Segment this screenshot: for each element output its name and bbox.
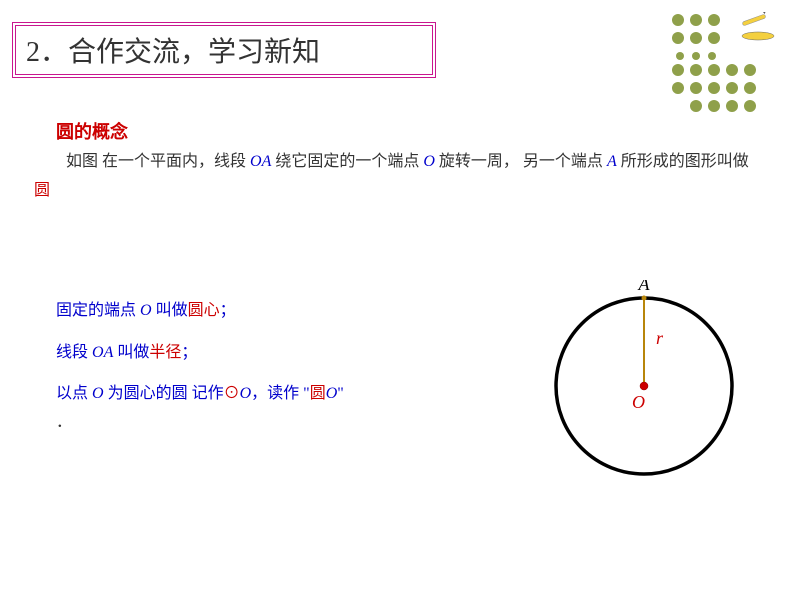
- def2-suffix: ；: [181, 344, 197, 361]
- def3-mid2: ，读作 ": [251, 385, 310, 402]
- def2-var: OA: [92, 344, 113, 361]
- def-line-3: 以点 O 为圆心的圆 记作⊙O，读作 "圆O": [56, 373, 496, 415]
- body-var-oa: OA: [250, 153, 271, 170]
- def3-var3: O: [326, 385, 338, 402]
- definition-list: 固定的端点 O 叫做圆心； 线段 OA 叫做半径； 以点 O 为圆心的圆 记作⊙…: [56, 290, 496, 431]
- def1-suffix: ；: [220, 302, 236, 319]
- point-a-dot: [642, 296, 647, 301]
- section-subtitle: 圆的概念: [56, 118, 128, 144]
- def3-prefix: 以点: [56, 385, 92, 402]
- title-box: 2．合作交流，学习新知: [12, 22, 436, 78]
- def-line-2: 线段 OA 叫做半径；: [56, 332, 496, 374]
- def3-red1: ⊙: [224, 385, 240, 402]
- def1-red: 圆心: [188, 302, 220, 319]
- def3-var1: O: [92, 385, 104, 402]
- label-a: A: [638, 280, 651, 294]
- def1-mid: 叫做: [152, 302, 188, 319]
- def1-prefix: 固定的端点: [56, 302, 140, 319]
- pencil-icon: [738, 12, 778, 42]
- body-mid1: 绕它固定的一个端点: [271, 153, 423, 170]
- label-o: O: [632, 392, 645, 412]
- period: ．: [56, 415, 496, 431]
- def3-var2: O: [240, 385, 252, 402]
- def3-mid1: 为圆心的圆 记作: [104, 385, 224, 402]
- def2-red: 半径: [149, 344, 181, 361]
- def2-prefix: 线段: [56, 344, 92, 361]
- circle-diagram: A r O: [544, 280, 754, 490]
- body-var-o: O: [423, 153, 435, 170]
- definition-paragraph: 如图 在一个平面内，线段 OA 绕它固定的一个端点 O 旋转一周， 另一个端点 …: [34, 148, 764, 206]
- def-line-1: 固定的端点 O 叫做圆心；: [56, 290, 496, 332]
- body-mid3: 所形成的图形叫做: [617, 153, 749, 170]
- label-r: r: [656, 328, 664, 348]
- body-mid2: 旋转一周， 另一个端点: [435, 153, 607, 170]
- def3-red2: 圆: [310, 385, 326, 402]
- center-dot: [640, 382, 648, 390]
- body-var-a: A: [607, 153, 617, 170]
- def1-var: O: [140, 302, 152, 319]
- body-red-circle: 圆: [34, 182, 50, 199]
- def3-suffix: ": [337, 385, 344, 402]
- page-title: 2．合作交流，学习新知: [26, 30, 320, 70]
- def2-mid: 叫做: [113, 344, 149, 361]
- body-prefix: 如图 在一个平面内，线段: [34, 153, 250, 170]
